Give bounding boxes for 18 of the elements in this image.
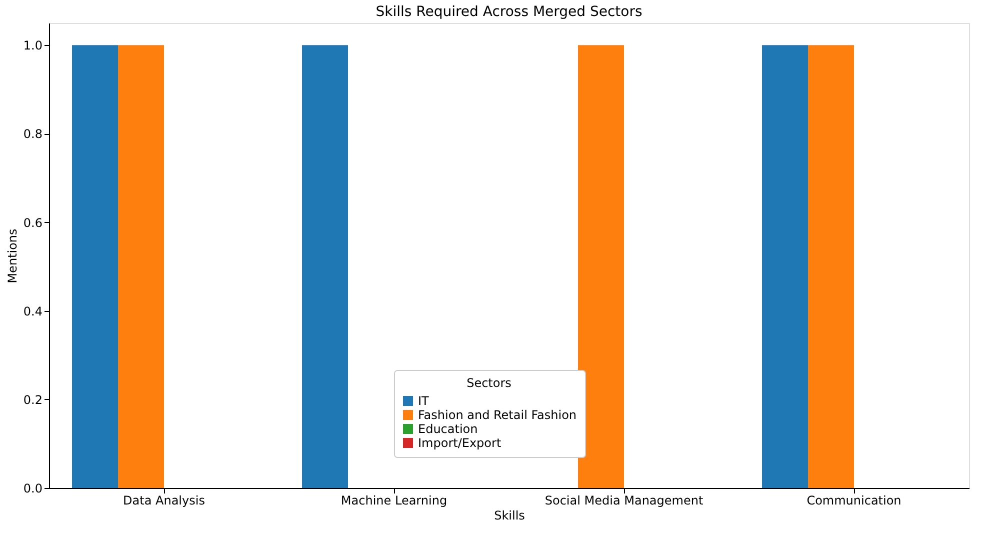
y-tick-label: 0.2 (23, 392, 42, 407)
y-tick-label: 0.6 (23, 216, 42, 230)
x-axis-title: Skills (494, 508, 525, 522)
legend-label: IT (418, 394, 430, 408)
x-tick-label: Data Analysis (123, 494, 205, 508)
legend-label: Fashion and Retail Fashion (418, 408, 577, 422)
y-tick-label: 0.0 (23, 482, 42, 496)
legend-label: Education (418, 422, 478, 436)
y-tick-label: 0.4 (23, 304, 42, 318)
x-tick-label: Machine Learning (340, 494, 448, 508)
x-tick-label: Social Media Management (544, 494, 704, 508)
legend-label: Import/Export (418, 436, 502, 450)
x-tick-label: Communication (806, 494, 902, 508)
y-tick-label: 1.0 (23, 38, 42, 53)
chart-title: Skills Required Across Merged Sectors (376, 4, 642, 20)
legend-title: Sectors (466, 376, 512, 390)
y-axis-title: Mentions (5, 228, 20, 284)
y-tick-label: 0.8 (23, 127, 42, 142)
